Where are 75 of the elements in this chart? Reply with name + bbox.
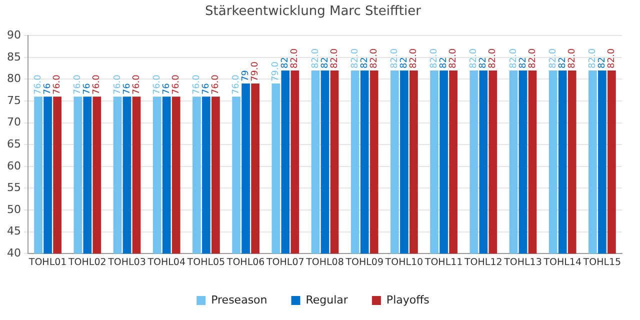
data-label: 82.0 (290, 48, 300, 68)
data-label: 79 (241, 70, 252, 82)
data-label: 82 (320, 57, 330, 68)
data-label: 76.0 (112, 74, 123, 95)
data-label: 76.0 (92, 74, 102, 95)
data-label: 76.0 (171, 74, 182, 95)
data-label: 82.0 (488, 48, 498, 68)
data-label: 82 (478, 57, 489, 68)
data-label: 82.0 (607, 48, 618, 68)
y-tick-label: 50 (6, 202, 21, 216)
y-tick-label: 70 (6, 116, 21, 129)
data-label: 82 (598, 57, 608, 68)
y-tick-label: 80 (6, 72, 21, 86)
data-label: 82.0 (350, 48, 360, 68)
y-tick-label: 85 (6, 50, 21, 64)
data-label: 82.0 (430, 48, 440, 68)
data-label: 76.0 (152, 74, 162, 95)
x-tick-label: TOHL09 (344, 256, 384, 268)
x-tick-label: TOHL11 (424, 256, 463, 268)
y-tick-label: 40 (6, 246, 21, 260)
data-label: 79.0 (271, 61, 282, 82)
data-label: 76.0 (192, 74, 202, 95)
data-label: 82 (439, 57, 450, 68)
data-label: 79.0 (250, 61, 261, 82)
data-label: 82.0 (469, 48, 480, 68)
y-tick-label: 55 (6, 181, 21, 194)
chart-title: Stärkeentwicklung Marc Steifftier (205, 4, 422, 20)
x-tick-label: TOHL06 (226, 256, 265, 268)
legend-label: Regular (306, 293, 348, 306)
data-label: 76.0 (52, 74, 63, 95)
data-label: 82.0 (448, 48, 459, 68)
data-label: 76.0 (132, 74, 142, 95)
legend-label: Preseason (211, 293, 268, 306)
y-tick-label: 90 (6, 28, 21, 42)
x-tick-label: TOHL13 (503, 256, 542, 268)
data-label: 76.0 (211, 74, 222, 95)
data-label: 76 (43, 82, 54, 95)
x-tick-label: TOHL12 (463, 256, 502, 268)
y-tick-label: 65 (6, 137, 21, 150)
data-label: 82.0 (330, 48, 340, 68)
data-label: 82.0 (588, 48, 598, 68)
x-tick-label: TOHL15 (582, 256, 622, 268)
y-tick-label: 75 (6, 94, 21, 107)
x-tick-label: TOHL01 (28, 256, 67, 268)
data-label: 82.0 (548, 48, 558, 68)
data-label: 82.0 (409, 48, 420, 68)
x-tick-label: TOHL05 (186, 256, 226, 268)
data-label: 82.0 (567, 48, 578, 68)
x-tick-label: TOHL07 (265, 256, 304, 268)
data-label: 82 (558, 57, 568, 68)
x-tick-label: TOHL10 (384, 256, 424, 268)
data-label: 82.0 (310, 48, 321, 68)
data-label: 76 (122, 82, 132, 95)
x-tick-label: TOHL08 (305, 256, 344, 268)
x-tick-label: TOHL03 (107, 256, 146, 268)
data-label: 76.0 (34, 74, 44, 95)
data-label: 76 (162, 82, 172, 95)
x-tick-label: TOHL04 (146, 256, 186, 268)
legend-label: Playoffs (386, 293, 430, 306)
data-label: 82.0 (369, 48, 380, 68)
x-tick-label: TOHL14 (542, 256, 582, 268)
data-label: 76.0 (73, 74, 84, 95)
y-tick-label: 45 (6, 224, 21, 238)
data-label: 76.0 (232, 74, 242, 95)
data-label: 76 (202, 82, 212, 95)
data-label: 82 (360, 57, 370, 68)
y-tick-label: 60 (6, 159, 21, 172)
data-label: 82 (518, 57, 528, 68)
data-label: 76 (82, 82, 93, 95)
data-label: 82.0 (390, 48, 400, 68)
data-label: 82.0 (508, 48, 519, 68)
data-label: 82 (400, 57, 410, 68)
x-tick-label: TOHL02 (67, 256, 106, 268)
data-label: 82.0 (528, 48, 538, 68)
data-label: 82 (280, 57, 291, 68)
